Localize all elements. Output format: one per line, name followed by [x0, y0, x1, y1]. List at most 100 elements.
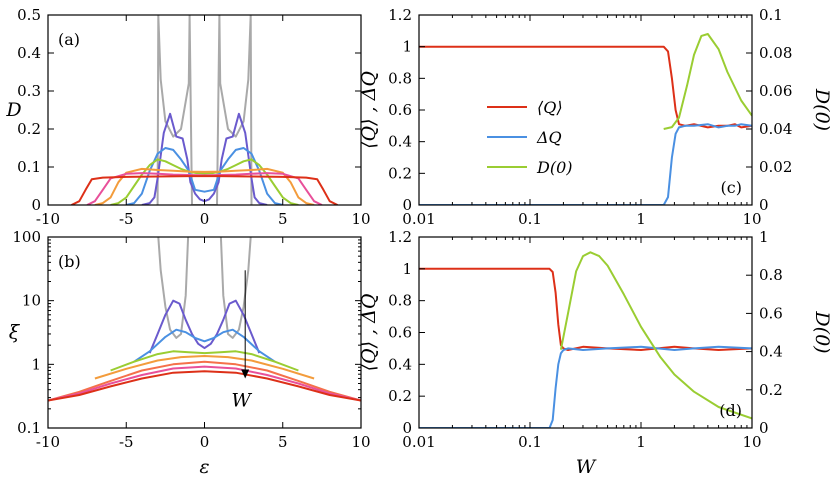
- y-tick-label: 0: [31, 196, 41, 214]
- series-line-W4: [110, 158, 299, 205]
- series-group: [48, 237, 361, 402]
- x-tick-label: 0: [200, 210, 210, 228]
- x-tick-label: 1: [636, 210, 646, 228]
- y-tick-label: 10: [22, 292, 41, 310]
- y2-tick-label: 0.02: [759, 158, 792, 176]
- panel-label: (b): [58, 252, 81, 271]
- y-tick-label: 1: [402, 38, 412, 56]
- y2-tick-label: 0: [759, 419, 769, 437]
- series-line-⟨Q⟩: [419, 45, 752, 129]
- x-tick-label: 0.01: [402, 433, 435, 451]
- y-tick-label: 0.8: [388, 292, 412, 310]
- y2-tick-label: 1: [759, 228, 769, 246]
- x-tick-label: 5: [278, 433, 288, 451]
- panel-label: (d): [719, 401, 742, 420]
- series-line-W3: [133, 328, 276, 363]
- y-axis-label: ξ: [9, 322, 21, 344]
- series-line-W7: [71, 175, 338, 205]
- x-tick-label: 0.1: [518, 210, 542, 228]
- y-tick-label: 100: [12, 228, 41, 246]
- series-line-D(0): [559, 251, 752, 420]
- panel-label: (a): [58, 30, 80, 49]
- series-group: [419, 33, 752, 205]
- y2-tick-label: 0.8: [759, 266, 783, 284]
- series-group: [419, 251, 752, 428]
- x-tick-label: -5: [119, 433, 134, 451]
- panel-4: 0.01 0.1 1 1000.20.40.60.811.200.20.40.60.8…: [358, 228, 830, 478]
- w-annotation: W: [231, 389, 252, 411]
- y-axis-label: D: [5, 99, 21, 121]
- series-line-W2: [148, 299, 261, 354]
- y-tick-label: 1: [31, 355, 41, 373]
- y-tick-label: 0.1: [17, 158, 41, 176]
- x-axis-label: W: [576, 456, 597, 478]
- legend-label: ΔQ: [536, 128, 562, 147]
- panel-label: (c): [721, 178, 742, 197]
- y2-axis-label: D(0): [811, 310, 830, 353]
- series-line-W1: [157, 237, 190, 339]
- x-tick-label: 0: [200, 433, 210, 451]
- x-tick-label: 0.01: [402, 210, 435, 228]
- y-tick-label: 1.2: [388, 228, 412, 246]
- y2-tick-label: 0.2: [759, 381, 783, 399]
- y2-tick-label: 0.6: [759, 304, 783, 322]
- y-tick-label: 0.6: [388, 324, 412, 342]
- series-line-ΔQ: [419, 123, 752, 205]
- legend-label: D(0): [536, 158, 573, 177]
- y-tick-label: 0.4: [17, 44, 41, 62]
- series-line-ΔQ: [419, 345, 752, 428]
- y-tick-label: 0.5: [17, 6, 41, 24]
- y-tick-label: 1: [402, 260, 412, 278]
- y-tick-label: 0.2: [388, 164, 412, 182]
- series-line-W3: [126, 147, 284, 205]
- x-tick-label: 5: [278, 210, 288, 228]
- y2-tick-label: 0.06: [759, 82, 792, 100]
- panel-3: 0.01 0.1 1 1000.20.40.60.811.200.020.040.06…: [358, 6, 830, 228]
- y-tick-label: 0.3: [17, 82, 41, 100]
- series-line-W6: [48, 360, 361, 402]
- panel-1: -10 -5 0 5 10 0 0.1 0.2 0.3 0.4 0.5 (a) D: [5, 6, 370, 228]
- y-tick-label: 0.6: [388, 101, 412, 119]
- x-tick-label: 10: [742, 433, 761, 451]
- plot-frame: [418, 236, 753, 429]
- series-line-W1b: [219, 237, 252, 339]
- w-arrow-head: [241, 369, 250, 379]
- series-group: [71, 15, 338, 205]
- series-line-W7: [48, 365, 361, 402]
- y2-tick-label: 0.1: [759, 6, 783, 24]
- y-tick-label: 0.4: [388, 133, 412, 151]
- y-tick-label: 0.4: [388, 355, 412, 373]
- y-tick-label: 0: [402, 419, 412, 437]
- series-line-W5: [94, 167, 315, 205]
- x-tick-label: 10: [351, 433, 370, 451]
- y2-tick-label: 0.04: [759, 120, 792, 138]
- y2-tick-label: 0: [759, 196, 769, 214]
- series-line-W8: [48, 370, 361, 402]
- x-tick-label: 1: [636, 433, 646, 451]
- x-tick-label: 10: [351, 210, 370, 228]
- panel-2: -10 -5 0 5 10 0.1 1 10 100 (b) ξ ε W: [9, 228, 371, 478]
- y-tick-label: 0.1: [17, 419, 41, 437]
- y2-tick-label: 0.08: [759, 44, 792, 62]
- series-line-D(0): [663, 33, 752, 130]
- series-line-W1: [156, 15, 253, 205]
- y2-axis-label: D(0): [811, 88, 830, 131]
- x-tick-label: -5: [119, 210, 134, 228]
- legend-label: ⟨Q⟩: [537, 98, 563, 117]
- y-tick-label: 0.2: [388, 387, 412, 405]
- y-tick-label: 1.2: [388, 6, 412, 24]
- series-line-W4: [110, 350, 299, 372]
- y-tick-label: 0.2: [17, 120, 41, 138]
- x-axis-label: ε: [199, 456, 209, 478]
- y-tick-label: 0.8: [388, 69, 412, 87]
- x-tick-label: -10: [36, 433, 60, 451]
- plot-frame: [418, 14, 753, 206]
- y-axis-label: ⟨Q⟩ , ΔQ: [358, 294, 380, 372]
- y2-tick-label: 0.4: [759, 343, 783, 361]
- x-tick-label: 10: [742, 210, 761, 228]
- series-line-⟨Q⟩: [419, 267, 752, 351]
- x-tick-label: 0.1: [518, 433, 542, 451]
- y-tick-label: 0: [402, 196, 412, 214]
- series-line-W5: [94, 355, 315, 380]
